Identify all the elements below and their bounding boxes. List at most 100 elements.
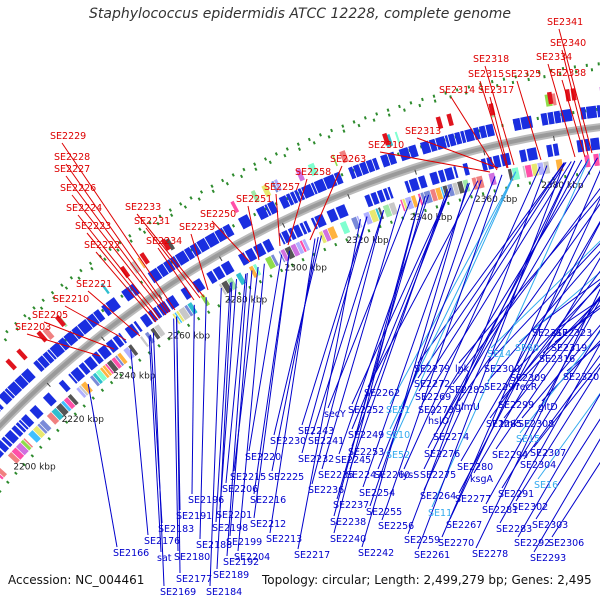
cog-category-block xyxy=(327,226,339,240)
label-connector-inner xyxy=(271,237,319,472)
cog-category-block xyxy=(411,195,419,208)
cog-category-block xyxy=(11,447,25,460)
label-connector-inner xyxy=(367,180,479,388)
gene-label-inner: SE2306 xyxy=(548,538,584,549)
gene-label-outer: SE2228 xyxy=(54,152,90,163)
gene-label-inner: glmU xyxy=(455,402,480,413)
label-connector-inner xyxy=(327,200,411,409)
cog-category-block-outer xyxy=(394,131,401,144)
topology-text: Topology: circular; Length: 2,499,279 bp… xyxy=(262,573,592,587)
cog-category-block-outer xyxy=(137,257,146,269)
cog-category-block xyxy=(111,357,122,369)
gene-label-inner: SE2285 xyxy=(486,419,522,430)
cog-category-block xyxy=(452,182,460,196)
label-connector-inner xyxy=(225,273,247,484)
label-connector-inner xyxy=(311,210,385,485)
label-connector-inner xyxy=(333,197,421,517)
ruler-label: 2320 kbp xyxy=(346,236,389,246)
label-connector-inner xyxy=(417,162,565,364)
cds-reverse xyxy=(0,450,5,459)
label-connector-inner xyxy=(417,162,565,550)
cds-forward xyxy=(460,130,467,144)
label-connector-inner xyxy=(475,288,600,549)
cds-reverse xyxy=(546,144,554,158)
cog-category-block xyxy=(51,407,64,421)
rna-feature xyxy=(446,113,454,127)
cog-category-block xyxy=(400,199,406,212)
gene-label-inner: SE2240 xyxy=(330,534,366,545)
label-connector-outer xyxy=(561,79,586,158)
cds-forward xyxy=(408,144,419,159)
gene-label-inner: SE2236 xyxy=(308,485,344,496)
gene-label-inner: secY xyxy=(324,409,346,420)
ruler-label: 2360 kbp xyxy=(475,195,518,205)
cog-category-block xyxy=(23,438,34,448)
gene-label-inner: SE2270 xyxy=(438,538,474,549)
backbone-arc xyxy=(0,125,600,430)
label-connector-inner xyxy=(362,182,470,488)
label-connector-inner xyxy=(338,194,430,455)
label-connector-inner xyxy=(377,176,496,470)
cog-category-block xyxy=(0,467,8,478)
label-connector-inner xyxy=(209,287,222,587)
label-connector-inner xyxy=(321,204,401,470)
cds-reverse xyxy=(238,252,250,266)
gene-label-inner: recR xyxy=(516,382,538,393)
gene-label-outer: SE2239 xyxy=(179,222,215,233)
ruler-tick xyxy=(282,222,286,228)
label-connector-outer xyxy=(479,80,508,169)
gene-label-inner: SE2230 xyxy=(270,436,306,447)
gene-label-inner: SE2303 xyxy=(532,520,568,531)
label-connector-outer xyxy=(71,194,167,316)
gene-label-outer: SE2224 xyxy=(66,203,102,214)
cog-category-block xyxy=(37,423,48,434)
rna-feature xyxy=(54,314,67,328)
label-connector-outer xyxy=(516,80,542,161)
gene-label-outer: SE2234 xyxy=(146,236,182,247)
gene-label-outer: SE2263 xyxy=(330,154,366,165)
label-connector-inner xyxy=(533,362,600,448)
gene-label-outer: SE2257 xyxy=(264,182,300,193)
cds-forward xyxy=(169,256,181,269)
cog-category-block xyxy=(447,183,455,197)
cds-forward xyxy=(310,182,318,195)
cog-category-block xyxy=(99,367,110,379)
label-connector-inner xyxy=(333,197,421,534)
cds-reverse xyxy=(480,158,488,171)
cds-reverse xyxy=(437,169,447,183)
label-connector-inner xyxy=(554,307,600,343)
cds-reverse xyxy=(335,204,349,219)
cog-category-block xyxy=(89,375,100,387)
cds-forward xyxy=(435,136,447,151)
gene-label-inner: SE2262 xyxy=(364,388,400,399)
ruler-label: 2200 kbp xyxy=(13,463,56,473)
cds-forward xyxy=(428,138,438,152)
label-connector-inner xyxy=(535,418,600,520)
label-connector-inner xyxy=(381,174,503,521)
gene-label-inner: SE2201 xyxy=(216,510,252,521)
cds-forward xyxy=(447,133,457,147)
cog-category-block xyxy=(290,243,301,257)
cog-category-block xyxy=(322,228,332,242)
rna-feature xyxy=(139,252,150,265)
cds-reverse xyxy=(417,175,428,189)
cog-category-block-outer xyxy=(551,93,557,106)
gene-label-inner: SE2299 xyxy=(498,400,534,411)
cds-reverse xyxy=(462,162,470,176)
gene-label-inner: SE2256 xyxy=(378,521,414,532)
gene-label-inner: SE2176 xyxy=(144,536,180,547)
ruler-label: 2340 kbp xyxy=(410,213,453,223)
label-connector-outer xyxy=(136,213,205,298)
cog-category-block-outer xyxy=(230,200,240,214)
cds-forward xyxy=(472,127,481,140)
label-connector-outer xyxy=(309,165,343,241)
gene-label-outer: SE2258 xyxy=(295,167,331,178)
label-connector-inner xyxy=(130,349,149,536)
label-connector-inner xyxy=(518,271,600,343)
gene-label-inner: SE2273 xyxy=(418,405,454,416)
label-connector-inner xyxy=(517,393,600,538)
cds-reverse xyxy=(191,278,206,293)
gene-label-inner: SE2183 xyxy=(158,524,194,535)
cds-forward xyxy=(7,381,23,397)
cog-category-block-outer xyxy=(261,184,272,198)
